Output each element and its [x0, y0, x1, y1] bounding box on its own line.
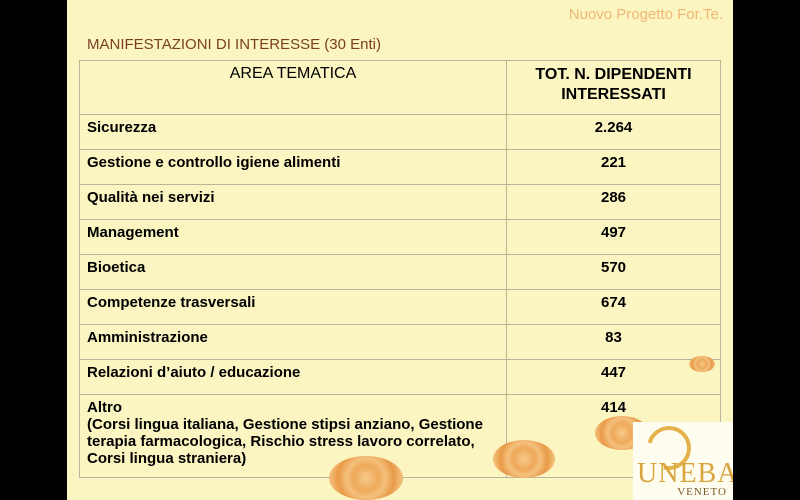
table-row: Management 497 [79, 219, 721, 255]
row-total: 570 [506, 254, 721, 290]
row-total: 2.264 [506, 114, 721, 150]
row-total: 497 [506, 219, 721, 255]
row-area-other: Altro (Corsi lingua italiana, Gestione s… [79, 394, 507, 478]
table-row: Relazioni d’aiuto / educazione 447 [79, 359, 721, 395]
row-total: 286 [506, 184, 721, 220]
project-title: Nuovo Progetto For.Te. [568, 6, 723, 23]
slide-subtitle: MANIFESTAZIONI DI INTERESSE (30 Enti) [87, 36, 381, 53]
row-area: Altro [87, 399, 122, 416]
table-row: Qualità nei servizi 286 [79, 184, 721, 220]
row-area: Amministrazione [79, 324, 507, 360]
row-area: Relazioni d’aiuto / educazione [79, 359, 507, 395]
row-area-detail: (Corsi lingua italiana, Gestione stipsi … [87, 416, 483, 467]
row-total: 674 [506, 289, 721, 325]
table-header-row: AREA TEMATICA TOT. N. DIPENDENTI INTERES… [79, 60, 721, 115]
row-total: 83 [506, 324, 721, 360]
logo-region: VENETO [677, 486, 727, 498]
row-total: 221 [506, 149, 721, 185]
table-row: Sicurezza 2.264 [79, 114, 721, 150]
decorative-disc [329, 456, 403, 500]
table-row: Gestione e controllo igiene alimenti 221 [79, 149, 721, 185]
decorative-disc [493, 440, 555, 478]
header-area: AREA TEMATICA [79, 60, 507, 115]
logo-name: UNEBA [637, 458, 733, 489]
decorative-disc [689, 356, 715, 372]
header-total: TOT. N. DIPENDENTI INTERESSATI [506, 60, 721, 115]
row-area: Management [79, 219, 507, 255]
row-area: Sicurezza [79, 114, 507, 150]
row-area: Qualità nei servizi [79, 184, 507, 220]
row-area: Competenze trasversali [79, 289, 507, 325]
table-row: Competenze trasversali 674 [79, 289, 721, 325]
table-row: Amministrazione 83 [79, 324, 721, 360]
uneba-logo: UNEBA VENETO [633, 417, 733, 500]
slide: Nuovo Progetto For.Te. MANIFESTAZIONI DI… [67, 0, 733, 500]
row-area: Bioetica [79, 254, 507, 290]
table-row: Bioetica 570 [79, 254, 721, 290]
row-area: Gestione e controllo igiene alimenti [79, 149, 507, 185]
